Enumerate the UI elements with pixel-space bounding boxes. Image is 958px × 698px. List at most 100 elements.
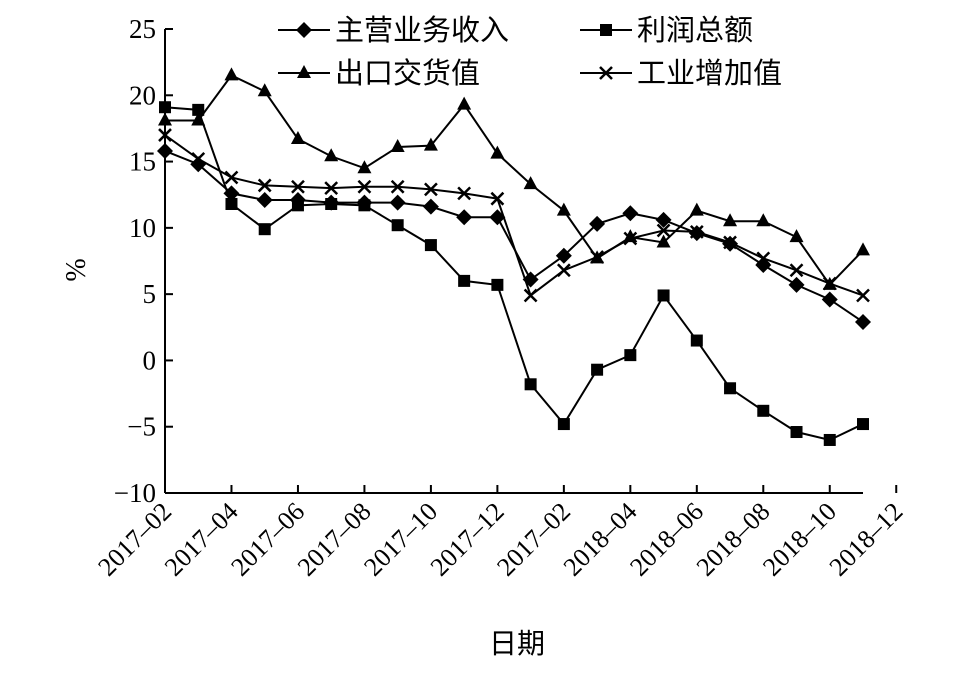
triangle-marker: [689, 202, 704, 216]
y-tick-label: 10: [129, 213, 156, 243]
square-marker: [391, 219, 404, 232]
triangle-marker: [290, 131, 305, 145]
triangle-marker: [789, 229, 804, 243]
square-marker: [325, 197, 338, 210]
x-tick-label: 2017–02: [491, 497, 576, 582]
triangle-marker: [324, 148, 339, 162]
diamond-marker: [422, 198, 439, 215]
x-tick-label: 2018–10: [757, 497, 842, 582]
y-tick-label: 20: [129, 80, 156, 110]
diamond-marker: [456, 209, 473, 226]
x-marker: [656, 223, 671, 238]
series-line: [164, 134, 864, 298]
x-tick-label: 2017–08: [292, 497, 377, 582]
square-marker: [358, 199, 371, 212]
triangle-marker: [390, 138, 405, 152]
y-tick-label: 0: [143, 345, 157, 375]
x-tick-label: 2018–12: [824, 497, 909, 582]
x-marker: [856, 288, 870, 303]
legend-label: 利润总额: [637, 14, 753, 47]
series-square: [159, 101, 869, 446]
x-marker: [224, 170, 239, 185]
square-marker: [458, 274, 471, 287]
triangle-marker: [357, 160, 372, 174]
triangle-marker: [856, 242, 870, 256]
diamond-marker: [855, 313, 871, 330]
diamond-marker: [555, 247, 572, 264]
square-marker: [690, 334, 703, 347]
series-line: [165, 74, 864, 287]
legend-label: 主营业务收入: [335, 14, 509, 47]
triangle-marker: [723, 213, 738, 227]
series-line: [164, 106, 864, 442]
y-tick-label: −10: [114, 478, 156, 508]
diamond-marker: [788, 276, 805, 293]
x-marker: [457, 186, 472, 201]
diamond-marker: [589, 215, 606, 232]
square-marker: [600, 24, 612, 36]
legend-item: 出口交货值: [278, 57, 480, 90]
diamond-marker: [622, 205, 639, 222]
square-marker: [557, 418, 570, 431]
square-marker: [424, 239, 437, 252]
triangle-marker: [224, 67, 239, 81]
legend-item: 利润总额: [580, 14, 753, 47]
square-marker: [291, 199, 304, 212]
triangle-marker: [656, 234, 671, 248]
x-marker: [623, 231, 638, 246]
x-axis-title: 日期: [489, 629, 545, 660]
x-marker: [789, 263, 804, 278]
diamond-marker: [389, 194, 406, 211]
square-marker: [857, 418, 869, 431]
triangle-marker: [490, 145, 505, 159]
x-marker: [490, 191, 505, 206]
y-axis-title: %: [61, 258, 92, 281]
x-marker: [822, 276, 837, 291]
diamond-marker: [157, 142, 173, 159]
x-marker: [390, 179, 405, 194]
x-tick-label: 2018–04: [558, 497, 643, 582]
square-marker: [823, 433, 836, 446]
x-marker: [357, 179, 372, 194]
x-marker: [291, 179, 305, 194]
diamond-marker: [223, 185, 240, 202]
triangle-marker: [523, 176, 538, 190]
y-tick-label: −5: [127, 412, 156, 442]
y-ticks: −10 −5 0 5 10 15 20 25: [114, 14, 173, 508]
x-tick-label: 2017–10: [358, 497, 443, 582]
square-marker: [624, 349, 637, 362]
triangle-marker: [257, 83, 272, 97]
x-tick-label: 2017–04: [159, 497, 244, 582]
square-marker: [491, 278, 504, 291]
series-diamond: [157, 142, 871, 330]
x-tick-label: 2017–02: [92, 497, 177, 582]
x-marker: [191, 152, 206, 166]
square-marker: [591, 363, 604, 376]
square-marker: [724, 382, 737, 395]
square-marker: [757, 404, 770, 417]
legend-item: 主营业务收入: [278, 14, 509, 47]
series-line: [164, 150, 864, 323]
x-marker: [257, 178, 272, 193]
y-tick-label: 25: [129, 14, 156, 44]
series-x: [158, 128, 870, 303]
x-marker: [556, 263, 571, 278]
square-marker: [524, 378, 537, 391]
y-tick-label: 5: [143, 279, 157, 309]
x-tick-label: 2017–06: [225, 497, 310, 582]
legend-label: 工业增加值: [637, 57, 782, 90]
square-marker: [790, 426, 803, 439]
x-marker: [424, 182, 438, 197]
x-marker: [324, 181, 339, 195]
triangle-marker: [556, 202, 571, 216]
triangle-marker: [756, 213, 771, 227]
x-marker: [523, 288, 538, 303]
x-marker: [158, 128, 172, 142]
x-ticks: 2017–022017–042017–062017–082017–102017–…: [92, 485, 908, 582]
square-marker: [192, 103, 205, 116]
triangle-marker: [457, 96, 472, 110]
diamond-marker: [821, 291, 838, 308]
square-marker: [159, 101, 171, 114]
legend-item: 工业增加值: [580, 57, 782, 90]
